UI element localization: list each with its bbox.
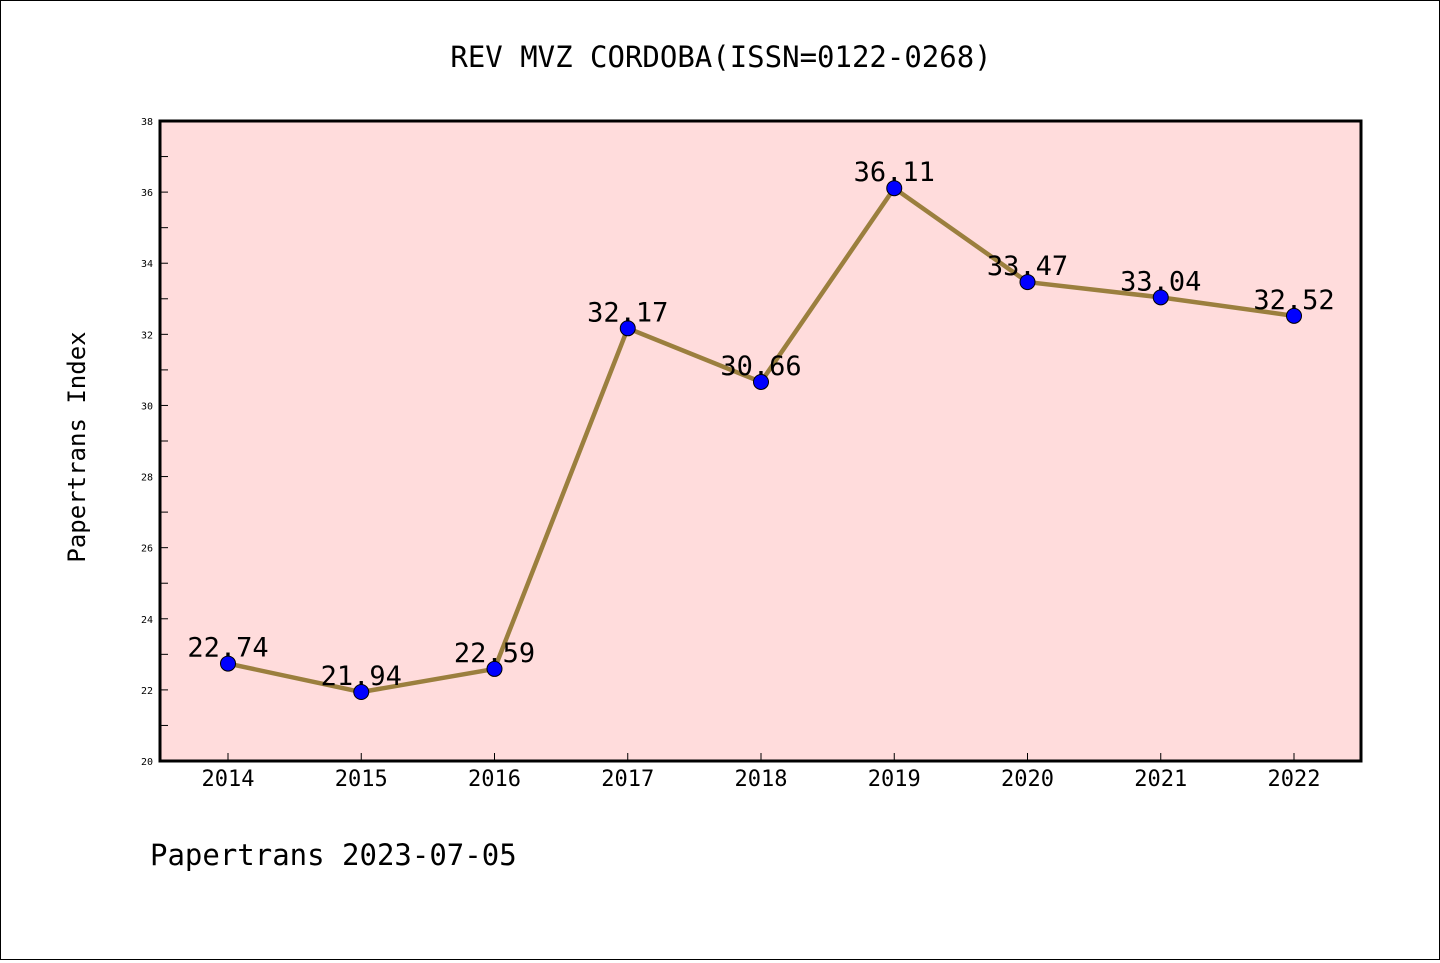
y-tick-label: 20: [141, 757, 153, 768]
plot-background: [160, 121, 1361, 761]
data-label: 33.47: [987, 251, 1068, 282]
y-axis-label: Papertrans Index: [63, 331, 91, 562]
data-point: [353, 684, 370, 701]
x-tick-label: 2018: [735, 767, 788, 792]
x-tick-label: 2021: [1134, 767, 1187, 792]
data-label: 33.04: [1120, 266, 1201, 297]
data-point: [486, 660, 503, 677]
y-tick-label: 32: [141, 330, 153, 341]
data-label: 36.11: [854, 157, 935, 188]
data-point: [1019, 274, 1036, 291]
chart-footer: Papertrans 2023-07-05: [150, 838, 517, 872]
data-point: [1286, 307, 1302, 324]
chart-title: REV MVZ CORDOBA(ISSN=0122-0268): [450, 40, 991, 74]
data-label: 22.74: [187, 633, 268, 664]
data-point: [619, 320, 636, 337]
y-tick-label: 36: [141, 188, 153, 199]
y-tick-label: 34: [141, 259, 153, 270]
y-tick-label: 26: [141, 544, 153, 555]
data-label: 30.66: [720, 351, 801, 382]
x-tick-label: 2014: [202, 767, 255, 792]
y-tick-label: 24: [141, 615, 153, 626]
y-tick-label: 22: [141, 686, 153, 697]
x-tick-label: 2019: [868, 767, 921, 792]
y-tick-label: 38: [141, 117, 153, 128]
x-tick-label: 2016: [468, 767, 521, 792]
x-tick-label: 2022: [1268, 767, 1321, 792]
data-point: [220, 655, 236, 672]
data-point: [753, 373, 769, 390]
y-tick-label: 28: [141, 473, 153, 484]
plot-frame: [158, 119, 1363, 763]
y-tick-label: 30: [141, 401, 153, 412]
x-tick-label: 2015: [335, 767, 388, 792]
data-label: 32.17: [587, 297, 668, 328]
x-tick-label: 2020: [1001, 767, 1054, 792]
x-tick-label: 2017: [601, 767, 654, 792]
data-label: 21.94: [321, 661, 402, 692]
data-point: [1152, 289, 1169, 306]
data-label: 32.52: [1253, 285, 1334, 316]
data-point: [886, 180, 903, 197]
data-label: 22.59: [454, 638, 535, 669]
